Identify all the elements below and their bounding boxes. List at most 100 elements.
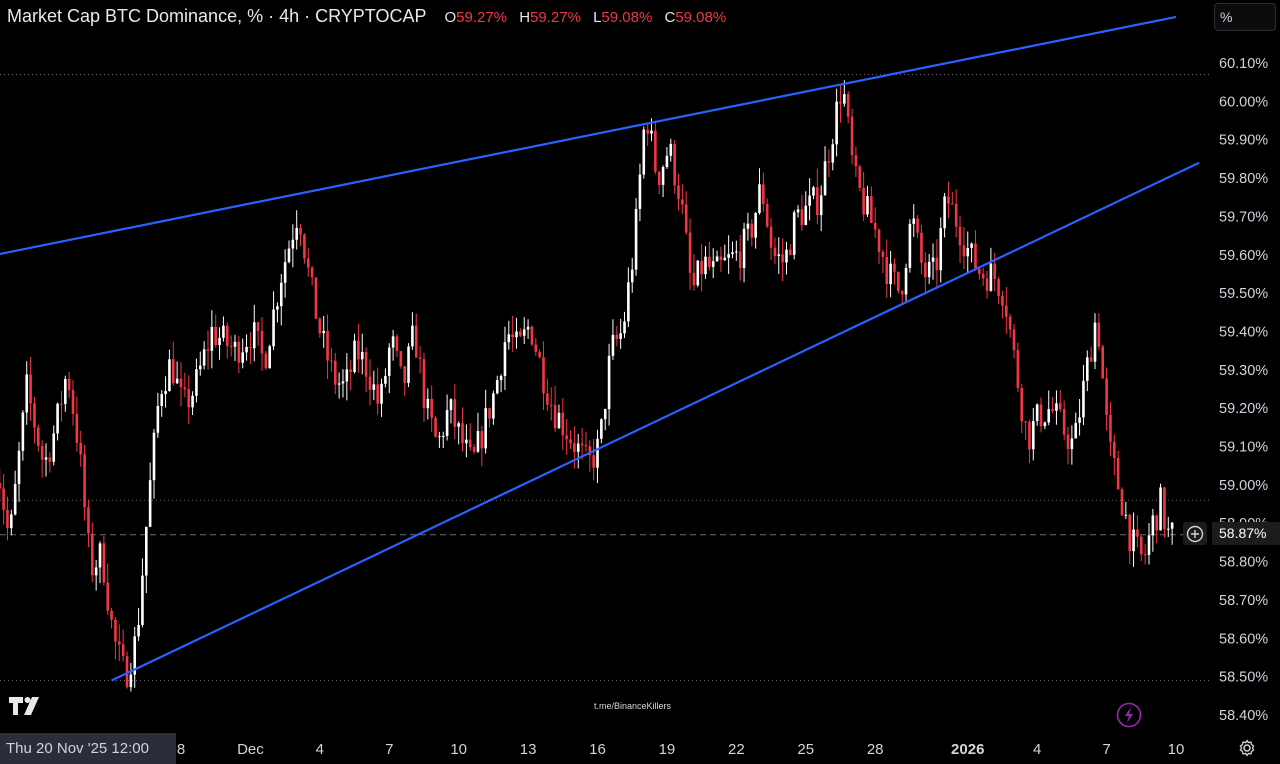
candle-body [64, 378, 67, 404]
candle-body [565, 435, 568, 440]
candle-body [549, 404, 553, 406]
candle [264, 350, 268, 370]
candle-body [966, 248, 970, 257]
candle-body [83, 454, 86, 508]
candle [1151, 508, 1155, 552]
candle-body [839, 101, 842, 104]
symbol-title[interactable]: Market Cap BTC Dominance, % · 4h · CRYPT… [7, 6, 427, 26]
candle [546, 378, 549, 411]
price-tick-label: 59.20% [1219, 401, 1268, 417]
candle [156, 392, 160, 438]
candle-body [526, 326, 530, 330]
candle [422, 352, 426, 422]
candle [769, 218, 773, 260]
plus-circle-icon [1186, 525, 1204, 542]
candle-body [854, 155, 858, 167]
candle-body [611, 334, 615, 356]
price-tick-label: 59.90% [1219, 133, 1268, 149]
candle-body [299, 227, 302, 235]
candle [210, 310, 214, 369]
candle-body [79, 442, 83, 455]
candle-body [71, 390, 75, 414]
candle [978, 267, 981, 280]
time-axis[interactable]: 8 Dec 4 7 10 13 16 19 22 25 28 2026 4 7 10 [177, 741, 1185, 758]
candle [1097, 313, 1101, 351]
candle [44, 443, 48, 477]
candle [619, 318, 622, 349]
candle [692, 254, 696, 291]
trendline [111, 161, 1200, 682]
candle [642, 126, 646, 179]
candle [465, 424, 468, 458]
candle-body [889, 263, 892, 285]
candle-body [233, 341, 237, 347]
candle-body [796, 209, 800, 213]
candle [141, 558, 144, 628]
candle-body [719, 256, 723, 261]
candle-body [997, 279, 1000, 297]
candle-body [345, 369, 349, 382]
candle [168, 349, 171, 392]
time-tick-label: 28 [867, 741, 884, 758]
candle [819, 185, 823, 232]
candle-body [827, 161, 831, 163]
candle [472, 444, 476, 455]
candle [1155, 514, 1159, 544]
candle-body [438, 436, 441, 438]
unit-button[interactable]: % [1214, 3, 1276, 31]
trendline-layer[interactable] [0, 15, 1200, 682]
candle-body [1120, 489, 1124, 516]
candle-body [326, 330, 329, 361]
candle-body [846, 94, 850, 117]
candle [399, 351, 403, 369]
candle-body [850, 116, 854, 156]
price-axis[interactable]: 58.40%58.50%58.60%58.70%58.80%58.90%59.0… [1219, 56, 1268, 724]
candle-body [144, 526, 148, 576]
low-value: 59.08% [601, 9, 653, 26]
candle [596, 429, 599, 484]
price-tick-label: 58.70% [1219, 593, 1268, 609]
candle-body [916, 218, 919, 233]
candle [1032, 407, 1035, 461]
candle [615, 326, 619, 347]
candle-body [1005, 305, 1008, 317]
candle [1020, 383, 1024, 434]
candle-body [56, 403, 59, 434]
candle [885, 239, 889, 298]
candle [121, 629, 125, 662]
candle-body [156, 405, 160, 433]
candle [1005, 287, 1008, 334]
candle-body [1062, 409, 1066, 435]
candle [333, 352, 337, 395]
candle [507, 320, 511, 350]
candle-body [384, 375, 387, 384]
candle [345, 353, 349, 401]
tradingview-logo-icon[interactable] [9, 695, 47, 722]
candle-body [2, 488, 5, 510]
candle-body [607, 355, 611, 410]
candle [542, 341, 545, 411]
candle [750, 219, 754, 247]
candle-body [125, 656, 129, 688]
add-alert-button[interactable] [1183, 522, 1207, 545]
candle-body [522, 329, 526, 336]
candle [534, 337, 538, 356]
candle [846, 91, 850, 124]
candle-body [1151, 515, 1155, 536]
price-tick-label: 59.40% [1219, 324, 1268, 340]
price-tick-label: 60.00% [1219, 94, 1268, 110]
candle-body [129, 674, 133, 688]
candle-body [484, 408, 487, 449]
candle-body [650, 130, 653, 134]
candle [117, 624, 121, 662]
candle [997, 276, 1000, 304]
candle-body [831, 144, 835, 163]
lightning-icon[interactable] [1116, 702, 1142, 733]
candle [287, 240, 291, 264]
gear-icon[interactable] [1237, 738, 1257, 763]
candle-body [835, 101, 838, 145]
candle [360, 333, 364, 375]
candle-body [114, 619, 117, 642]
candle [407, 343, 410, 388]
